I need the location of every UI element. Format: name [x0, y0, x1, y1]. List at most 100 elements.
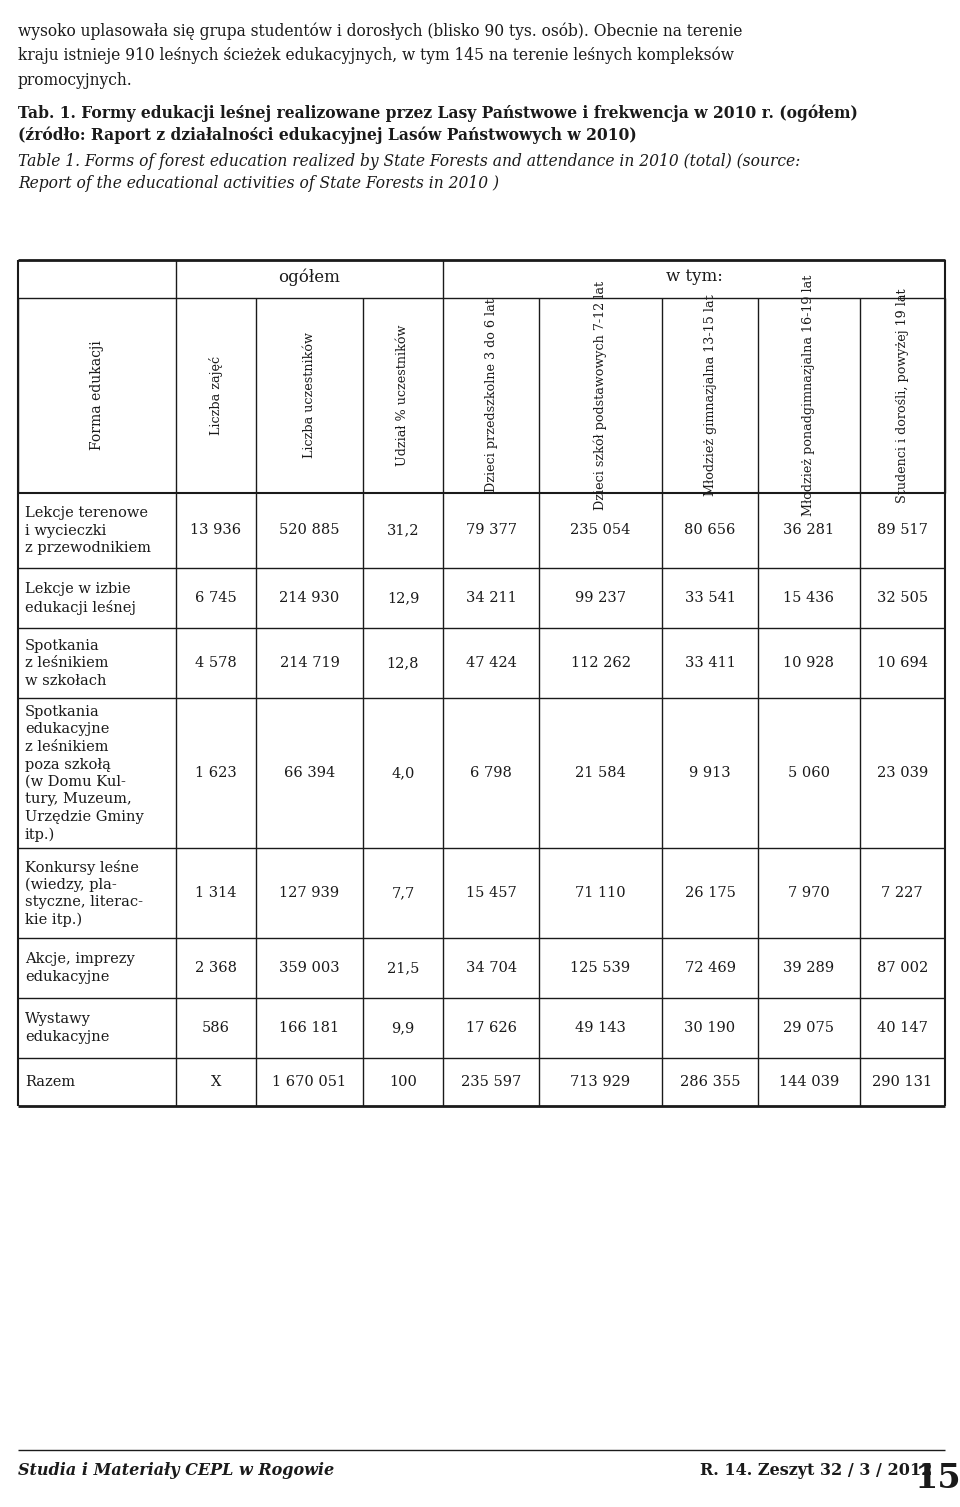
- Text: Lekcje terenowe: Lekcje terenowe: [25, 506, 148, 520]
- Text: 33 541: 33 541: [684, 591, 735, 604]
- Text: Młodzież gimnazjalna 13-15 lat: Młodzież gimnazjalna 13-15 lat: [704, 295, 716, 496]
- Text: 359 003: 359 003: [279, 961, 340, 975]
- Text: 87 002: 87 002: [876, 961, 928, 975]
- Text: Młodzież ponadgimnazjalna 16-19 lat: Młodzież ponadgimnazjalna 16-19 lat: [803, 274, 815, 517]
- Text: 36 281: 36 281: [783, 523, 834, 538]
- Text: 290 131: 290 131: [873, 1074, 932, 1090]
- Text: 66 394: 66 394: [284, 766, 335, 781]
- Text: 39 289: 39 289: [783, 961, 834, 975]
- Text: 34 704: 34 704: [466, 961, 516, 975]
- Text: Forma edukacji: Forma edukacji: [90, 341, 104, 451]
- Text: 100: 100: [389, 1074, 417, 1090]
- Text: 30 190: 30 190: [684, 1022, 735, 1035]
- Text: 12,9: 12,9: [387, 591, 420, 604]
- Text: 7,7: 7,7: [392, 886, 415, 900]
- Text: 10 694: 10 694: [876, 656, 927, 671]
- Text: ogółem: ogółem: [278, 268, 341, 285]
- Text: 47 424: 47 424: [466, 656, 516, 671]
- Text: Liczba zajęć: Liczba zajęć: [209, 356, 223, 436]
- Text: 214 930: 214 930: [279, 591, 340, 604]
- Text: 89 517: 89 517: [876, 523, 927, 538]
- Text: wysoko uplasowała się grupa studentów i dorosłych (blisko 90 tys. osób). Obecnie: wysoko uplasowała się grupa studentów i …: [18, 23, 742, 39]
- Text: 15 436: 15 436: [783, 591, 834, 604]
- Text: 72 469: 72 469: [684, 961, 735, 975]
- Text: 15: 15: [915, 1462, 960, 1495]
- Text: 6 745: 6 745: [195, 591, 237, 604]
- Text: 112 262: 112 262: [570, 656, 631, 671]
- Text: 235 054: 235 054: [570, 523, 631, 538]
- Text: 80 656: 80 656: [684, 523, 735, 538]
- Text: 9 913: 9 913: [689, 766, 731, 781]
- Text: 1 623: 1 623: [195, 766, 237, 781]
- Text: Akcje, imprezy: Akcje, imprezy: [25, 952, 134, 966]
- Text: 34 211: 34 211: [466, 591, 516, 604]
- Text: 29 075: 29 075: [783, 1022, 834, 1035]
- Text: (wiedzy, pla-: (wiedzy, pla-: [25, 877, 117, 892]
- Text: 4 578: 4 578: [195, 656, 237, 671]
- Text: Spotkania: Spotkania: [25, 705, 100, 719]
- Text: 586: 586: [202, 1022, 230, 1035]
- Text: 71 110: 71 110: [575, 886, 626, 900]
- Text: X: X: [211, 1074, 221, 1090]
- Text: 9,9: 9,9: [392, 1022, 415, 1035]
- Text: Studia i Materiały CEPL w Rogowie: Studia i Materiały CEPL w Rogowie: [18, 1462, 334, 1478]
- Text: styczne, literac-: styczne, literac-: [25, 895, 143, 909]
- Text: 21 584: 21 584: [575, 766, 626, 781]
- Text: 7 227: 7 227: [881, 886, 924, 900]
- Text: tury, Muzeum,: tury, Muzeum,: [25, 793, 132, 806]
- Text: 286 355: 286 355: [680, 1074, 740, 1090]
- Text: 144 039: 144 039: [779, 1074, 839, 1090]
- Text: Spotkania: Spotkania: [25, 639, 100, 653]
- Text: 4,0: 4,0: [392, 766, 415, 781]
- Text: Report of the educational activities of State Forests in 2010 ): Report of the educational activities of …: [18, 175, 499, 191]
- Text: 31,2: 31,2: [387, 523, 420, 538]
- Text: itp.): itp.): [25, 827, 56, 842]
- Text: 127 939: 127 939: [279, 886, 340, 900]
- Text: (w Domu Kul-: (w Domu Kul-: [25, 775, 126, 790]
- Text: 10 928: 10 928: [783, 656, 834, 671]
- Text: Lekcje w izbie: Lekcje w izbie: [25, 583, 131, 597]
- Text: 1 314: 1 314: [195, 886, 237, 900]
- Text: 520 885: 520 885: [279, 523, 340, 538]
- Text: Liczba uczestników: Liczba uczestników: [303, 333, 316, 458]
- Text: Wystawy: Wystawy: [25, 1013, 91, 1026]
- Text: edukacyjne: edukacyjne: [25, 1029, 109, 1044]
- Text: promocyjnych.: promocyjnych.: [18, 72, 132, 89]
- Text: edukacyjne: edukacyjne: [25, 722, 109, 737]
- Text: 21,5: 21,5: [387, 961, 420, 975]
- Text: 17 626: 17 626: [466, 1022, 516, 1035]
- Text: Studenci i dorośli, powyżej 19 lat: Studenci i dorośli, powyżej 19 lat: [896, 288, 909, 503]
- Text: poza szkołą: poza szkołą: [25, 758, 110, 772]
- Text: Dzieci przedszkolne 3 do 6 lat: Dzieci przedszkolne 3 do 6 lat: [485, 298, 497, 493]
- Text: 15 457: 15 457: [466, 886, 516, 900]
- Text: z leśnikiem: z leśnikiem: [25, 656, 108, 671]
- Text: 26 175: 26 175: [684, 886, 735, 900]
- Text: 166 181: 166 181: [279, 1022, 340, 1035]
- Text: 6 798: 6 798: [470, 766, 512, 781]
- Text: 5 060: 5 060: [788, 766, 829, 781]
- Text: z przewodnikiem: z przewodnikiem: [25, 541, 151, 555]
- Text: i wycieczki: i wycieczki: [25, 524, 107, 538]
- Text: 13 936: 13 936: [190, 523, 242, 538]
- Text: 235 597: 235 597: [461, 1074, 521, 1090]
- Text: edukacji leśnej: edukacji leśnej: [25, 600, 136, 615]
- Text: w tym:: w tym:: [665, 268, 723, 285]
- Text: Tab. 1. Formy edukacji leśnej realizowane przez Lasy Państwowe i frekwencja w 20: Tab. 1. Formy edukacji leśnej realizowan…: [18, 105, 858, 122]
- Text: 23 039: 23 039: [876, 766, 928, 781]
- Text: 33 411: 33 411: [684, 656, 735, 671]
- Text: 125 539: 125 539: [570, 961, 631, 975]
- Text: w szkołach: w szkołach: [25, 674, 107, 687]
- Text: 40 147: 40 147: [876, 1022, 927, 1035]
- Text: (źródło: Raport z działalności edukacyjnej Lasów Państwowych w 2010): (źródło: Raport z działalności edukacyjn…: [18, 127, 636, 145]
- Text: 2 368: 2 368: [195, 961, 237, 975]
- Text: 79 377: 79 377: [466, 523, 516, 538]
- Text: Razem: Razem: [25, 1076, 75, 1090]
- Text: Udział % uczestników: Udział % uczestników: [396, 326, 410, 466]
- Text: kie itp.): kie itp.): [25, 913, 83, 927]
- Text: 32 505: 32 505: [876, 591, 928, 604]
- Text: Urzędzie Gminy: Urzędzie Gminy: [25, 809, 144, 824]
- Text: z leśnikiem: z leśnikiem: [25, 740, 108, 754]
- Text: R. 14. Zeszyt 32 / 3 / 2012: R. 14. Zeszyt 32 / 3 / 2012: [700, 1462, 932, 1478]
- Text: Konkursy leśne: Konkursy leśne: [25, 860, 139, 876]
- Text: Table 1. Forms of forest education realized by State Forests and attendance in 2: Table 1. Forms of forest education reali…: [18, 154, 801, 170]
